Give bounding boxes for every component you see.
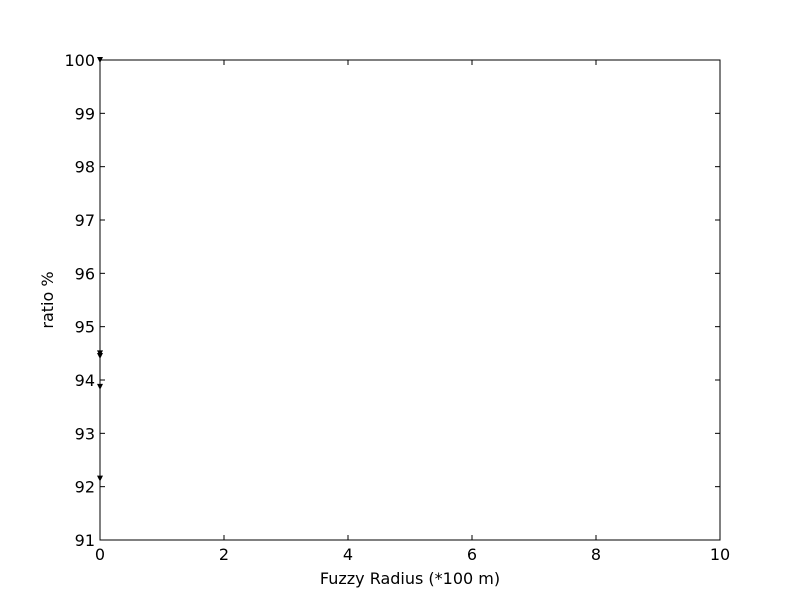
x-tick-label: 2 <box>219 545 229 564</box>
x-axis-label: Fuzzy Radius (*100 m) <box>320 569 500 588</box>
x-tick-label: 0 <box>95 545 105 564</box>
x-tick-label: 4 <box>343 545 353 564</box>
plot-frame <box>99 59 721 541</box>
y-tick-label: 92 <box>75 478 95 497</box>
y-axis-label: ratio % <box>38 271 57 328</box>
y-tick-label: 94 <box>75 371 95 390</box>
x-tick-label: 10 <box>710 545 730 564</box>
x-tick-label: 8 <box>591 545 601 564</box>
y-tick-label: 99 <box>75 104 95 123</box>
x-tick-label: 6 <box>467 545 477 564</box>
y-tick-label: 98 <box>75 158 95 177</box>
y-tick-label: 97 <box>75 211 95 230</box>
y-tick-label: 93 <box>75 424 95 443</box>
y-tick-label: 91 <box>75 531 95 550</box>
y-tick-label: 100 <box>64 51 95 70</box>
axis-tick-labels: 0 2 4 6 8 10 91 92 93 94 95 96 97 98 99 100 <box>64 51 730 564</box>
y-tick-label: 96 <box>75 264 95 283</box>
y-tick-label: 95 <box>75 318 95 337</box>
